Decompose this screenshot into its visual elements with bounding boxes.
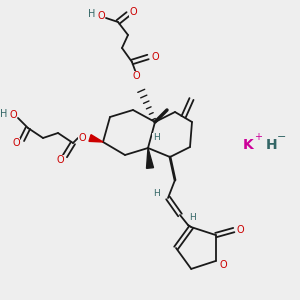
- Text: O: O: [56, 155, 64, 165]
- Text: K: K: [243, 138, 254, 152]
- Text: O: O: [78, 133, 86, 143]
- Polygon shape: [146, 148, 154, 168]
- Text: O: O: [237, 225, 244, 235]
- Text: H: H: [153, 134, 159, 142]
- Text: H: H: [266, 138, 278, 152]
- Text: H: H: [0, 109, 8, 119]
- Text: −: −: [277, 132, 287, 142]
- Text: O: O: [132, 71, 140, 81]
- Polygon shape: [89, 135, 103, 142]
- Text: H: H: [88, 9, 96, 19]
- Text: O: O: [151, 52, 159, 62]
- Text: H: H: [189, 212, 195, 221]
- Text: O: O: [12, 138, 20, 148]
- Text: O: O: [220, 260, 228, 270]
- Text: H: H: [153, 190, 159, 199]
- Text: O: O: [9, 110, 17, 120]
- Text: O: O: [129, 7, 137, 17]
- Text: O: O: [97, 11, 105, 21]
- Text: +: +: [254, 132, 262, 142]
